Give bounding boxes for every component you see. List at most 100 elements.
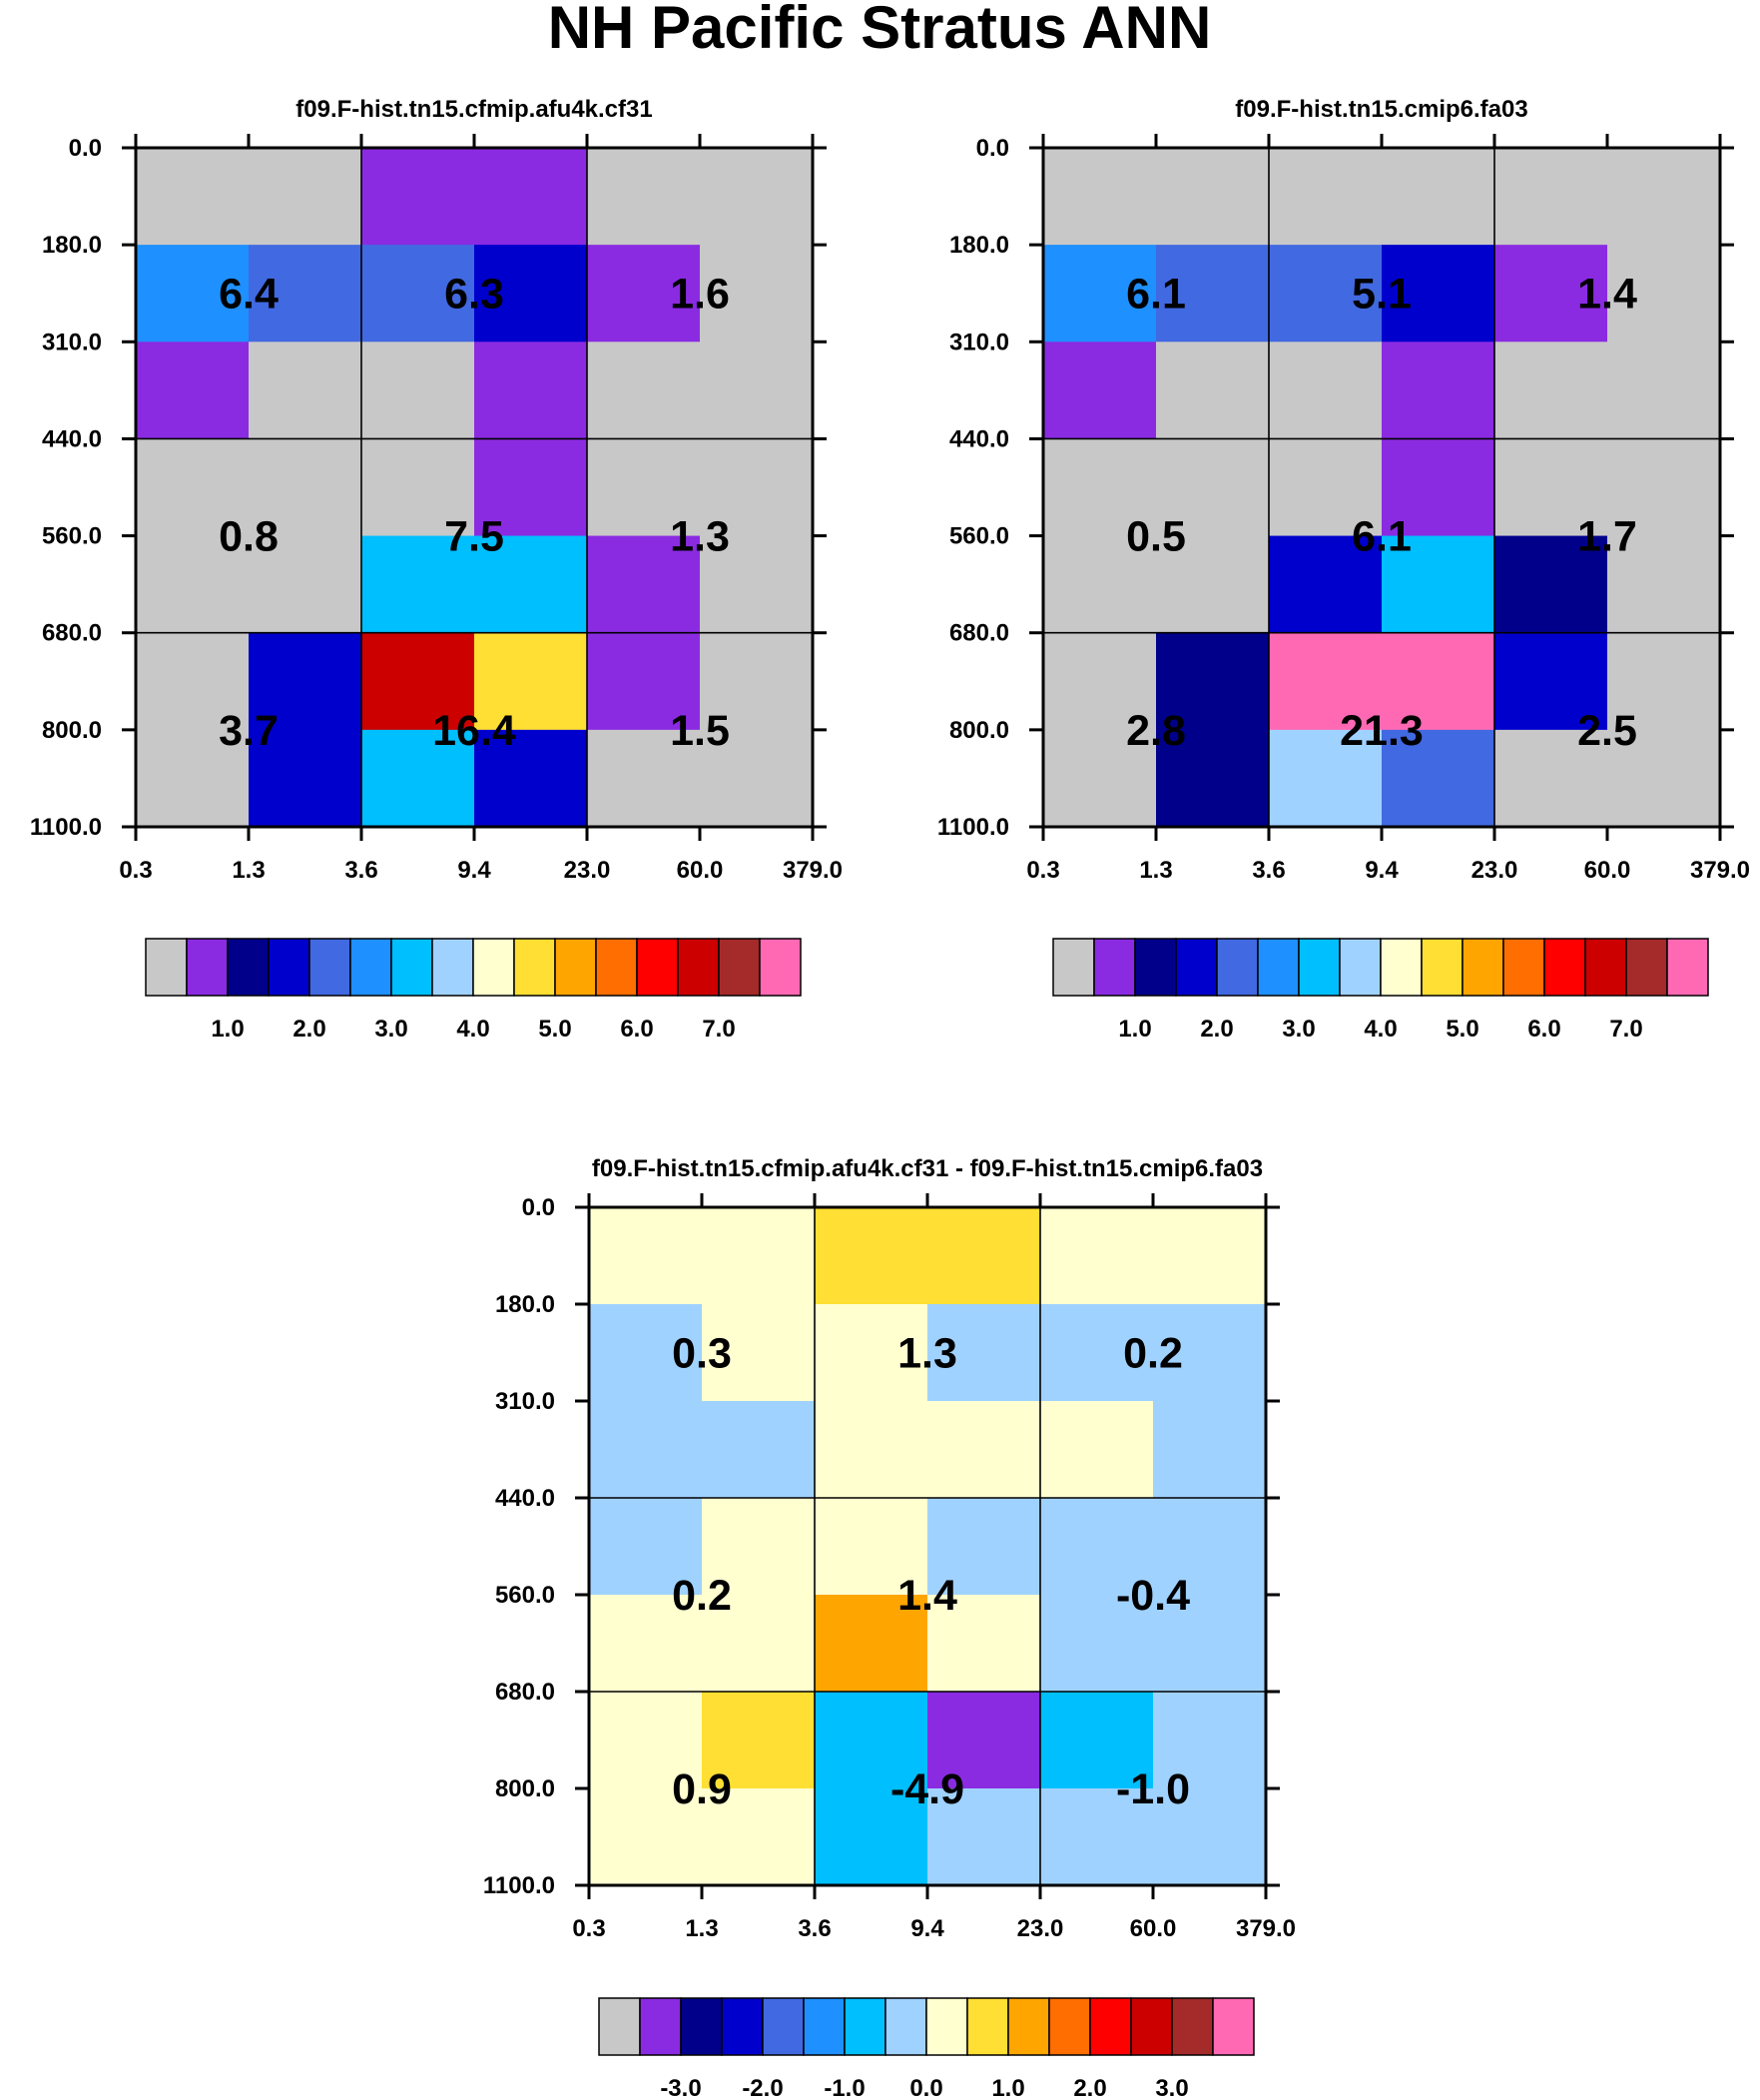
x-tick-label: 9.4 [1365,857,1399,884]
heatmap-cell [249,729,362,828]
y-tick-label: 440.0 [949,425,1009,452]
x-tick-label: 379.0 [783,857,843,884]
heatmap-cell [249,342,362,440]
heatmap-cell [1043,729,1157,828]
block-value-label: 0.9 [672,1765,732,1813]
colorbar-swatch [1175,938,1218,997]
heatmap-cell [1153,1788,1267,1886]
heatmap-cell [1382,729,1495,828]
heatmap-cell [249,535,362,634]
x-tick-label: 9.4 [910,1915,944,1942]
colorbar-swatch [1584,938,1627,997]
heatmap-cell [1382,632,1495,731]
colorbar-swatch [227,938,270,997]
colorbar-tick-label: 1.0 [211,1016,244,1043]
heatmap-cell [927,1304,1041,1402]
colorbar-tick-label: 6.0 [620,1016,653,1043]
heatmap-cell [1607,632,1721,731]
colorbar-swatch [1257,938,1300,997]
x-tick-label: 1.3 [685,1915,718,1942]
heatmap-cell [700,245,814,343]
heatmap-panel-1: f09.F-hist.tn15.cfmip.afu4k.cf31 0.0 180.0… [30,96,843,1043]
heatmap-cell [1269,245,1383,343]
block-value-label: 6.4 [219,271,279,319]
colorbar-swatch [472,938,515,997]
colorbar-swatch [595,938,638,997]
block-value-label: 0.2 [672,1572,732,1620]
colorbar-swatch [1171,1997,1214,2056]
heatmap-cell [1494,535,1608,634]
heatmap-cell [474,148,588,246]
block-value-label: 5.1 [1352,271,1412,319]
heatmap-cell [1156,342,1270,440]
heatmap-cell [700,729,814,828]
colorbar-swatch [1052,938,1095,997]
y-tick-label: 0.0 [69,135,102,162]
block-value-label: 1.3 [897,1330,957,1378]
heatmap-cell [927,1788,1041,1886]
heatmap-cell [1156,148,1270,246]
colorbar-tick-label: 3.0 [374,1016,407,1043]
heatmap-cell [700,148,814,246]
heatmap-cell [361,342,475,440]
heatmap-cell [927,1207,1041,1305]
heatmap-cell [1040,1595,1154,1693]
heatmap-cell [1156,535,1270,634]
heatmap-cell [1382,245,1495,343]
colorbar-swatch [1212,1997,1255,2056]
heatmap-cell [927,1498,1041,1596]
y-tick-label: 680.0 [495,1679,555,1706]
heatmap-cell [589,1498,703,1596]
block-value-label: 6.3 [444,271,504,319]
heatmap-cell [1269,148,1383,246]
x-tick-label: 0.3 [572,1915,605,1942]
heatmap-cell [587,342,701,440]
heatmap-cell [815,1304,928,1402]
heatmap-cell [927,1401,1041,1499]
block-value-label: 1.7 [1577,513,1637,561]
heatmap-cell [1607,535,1721,634]
colorbar-swatch [598,1997,641,2056]
colorbar-swatch [636,938,679,997]
x-tick-label: 3.6 [1252,857,1285,884]
heatmap-cell [702,1304,816,1402]
heatmap-cell [1040,1788,1154,1886]
colorbar-tick-label: 2.0 [293,1016,325,1043]
heatmap-cell [815,1595,928,1693]
heatmap-cell [587,148,701,246]
block-value-label: 21.3 [1340,707,1424,755]
colorbar-swatch [268,938,310,997]
y-tick-label: 560.0 [949,523,1009,550]
heatmap-cell [1153,1692,1267,1789]
heatmap-cell [136,245,250,343]
x-tick-label: 60.0 [1130,1915,1177,1942]
y-tick-label: 310.0 [42,329,102,355]
heatmap-cell [136,438,250,537]
colorbar-swatch [1666,938,1709,997]
figure-title: NH Pacific Stratus ANN [548,0,1212,61]
heatmap-cell [474,729,588,828]
heatmap-cell [589,1788,703,1886]
heatmap-cell [136,148,250,246]
heatmap-cell [700,342,814,440]
colorbar-swatch [431,938,474,997]
colorbar-swatch [1380,938,1423,997]
x-tick-label: 23.0 [1017,1915,1064,1942]
block-value-label: 1.6 [670,271,730,319]
heatmap-cell [1607,245,1721,343]
x-tick-label: 379.0 [1236,1915,1296,1942]
colorbar-swatch [844,1997,886,2056]
heatmap-cell [1156,438,1270,537]
colorbar-swatch [349,938,392,997]
colorbar-swatch [721,1997,764,2056]
heatmap-cell [1494,438,1608,537]
colorbar-swatch [1339,938,1382,997]
heatmap-cell [1269,729,1383,828]
heatmap-cell [249,632,362,731]
y-tick-label: 680.0 [42,620,102,647]
heatmap-cell [1153,1595,1267,1693]
x-tick-label: 60.0 [1584,857,1631,884]
colorbar-swatch [513,938,556,997]
y-tick-label: 800.0 [949,717,1009,744]
